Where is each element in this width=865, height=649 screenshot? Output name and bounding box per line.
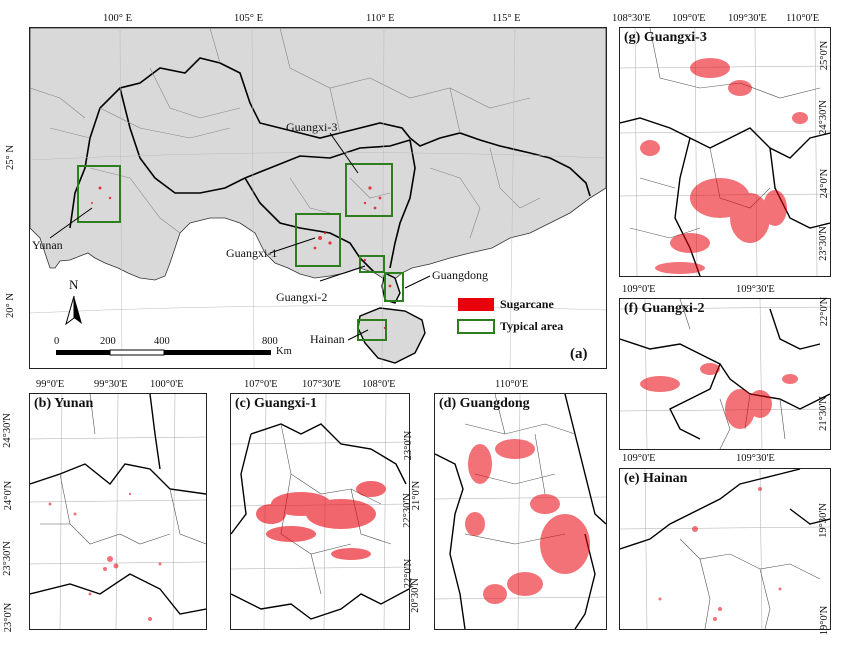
c-tick-y0: 23°0'N (403, 430, 415, 461)
tick-20n: 20° N (4, 293, 16, 318)
panel-d-title: (d) Guangdong (439, 396, 530, 411)
e-tick-x1: 109°30'E (736, 453, 775, 464)
panel-f-title: (f) Guangxi-2 (624, 301, 705, 316)
scale-unit: Km (276, 346, 292, 357)
e-tick-x0: 109°0'E (622, 453, 656, 464)
f-tick-y1: 21°30'N (817, 396, 829, 431)
north-label: N (69, 277, 79, 292)
box-guangdong (384, 272, 404, 302)
panel-a-label: (a) (570, 346, 588, 362)
tick-100e: 100° E (103, 13, 132, 24)
d-tick-y0: 21°0'N (411, 480, 423, 511)
f-tick-y0: 22°0'N (819, 296, 831, 327)
b-tick-x2: 100°0'E (150, 379, 184, 390)
scale-800: 800 (262, 336, 278, 347)
g-tick-y2: 24°0'N (819, 168, 831, 199)
scale-400: 400 (154, 336, 170, 347)
label-guangxi-1: Guangxi-1 (226, 246, 278, 260)
b-tick-y2: 23°30'N (1, 541, 13, 576)
panel-guangxi-2: (f) Guangxi-2 (619, 298, 831, 450)
main-map-panel: N Yunan Guangxi-1 Guangxi-2 Guangxi-3 Gu… (29, 27, 607, 369)
hainan-island (357, 307, 426, 364)
main-map-svg (30, 28, 606, 368)
e-tick-y0: 19°30'N (817, 503, 829, 538)
c-tick-x0: 107°0'E (244, 379, 278, 390)
china-land (30, 28, 606, 284)
e-tick-y1: 19°0'N (819, 605, 831, 636)
c-tick-x1: 107°30'E (302, 379, 341, 390)
g-tick-y1: 24°30'N (817, 100, 829, 135)
g-tick-y0: 25°0'N (819, 40, 831, 71)
tick-25n: 25° N (4, 145, 16, 170)
legend-typical-area-label: Typical area (500, 319, 564, 333)
tick-105e: 105° E (234, 13, 263, 24)
panel-guangxi-3: (g) Guangxi-3 (619, 27, 831, 277)
label-guangdong: Guangdong (432, 268, 488, 282)
label-guangxi-3: Guangxi-3 (286, 120, 338, 134)
panel-guangxi-1: (c) Guangxi-1 (230, 393, 410, 630)
d-tick-y1: 20°30'N (409, 578, 421, 613)
b-tick-y1: 24°0'N (3, 480, 15, 511)
label-yunan: Yunan (32, 238, 63, 252)
c-tick-x2: 108°0'E (362, 379, 396, 390)
scale-bar (56, 349, 271, 356)
leizhou-peninsula (381, 271, 401, 304)
g-tick-y3: 23°30'N (817, 226, 829, 261)
north-arrow (65, 295, 82, 326)
b-tick-x0: 99°0'E (36, 379, 65, 390)
label-hainan: Hainan (310, 332, 345, 346)
panel-hainan: (e) Hainan (619, 468, 831, 630)
scale-0: 0 (54, 336, 60, 347)
box-hainan (357, 319, 387, 341)
f-tick-x1: 109°30'E (736, 284, 775, 295)
box-guangxi-3 (345, 163, 393, 217)
legend-sugarcane-label: Sugarcane (500, 297, 554, 311)
b-tick-y3: 23°0'N (3, 602, 15, 633)
box-guangxi-2 (359, 255, 385, 273)
panel-g-title: (g) Guangxi-3 (624, 30, 707, 45)
g-tick-x1: 109°0'E (672, 13, 706, 24)
box-guangxi-1 (295, 213, 341, 267)
d-tick-x0: 110°0'E (495, 379, 529, 390)
b-tick-x1: 99°30'E (94, 379, 128, 390)
g-tick-x3: 110°0'E (786, 13, 820, 24)
box-yunan (77, 165, 121, 223)
g-tick-x0: 108°30'E (612, 13, 651, 24)
south-china-boundary (69, 57, 591, 229)
f-tick-x0: 109°0'E (622, 284, 656, 295)
b-tick-y0: 24°30'N (1, 413, 13, 448)
panel-yunan: (b) Yunan (29, 393, 207, 630)
panel-b-title: (b) Yunan (34, 396, 94, 411)
label-guangxi-2: Guangxi-2 (276, 290, 328, 304)
g-tick-x2: 109°30'E (728, 13, 767, 24)
panel-e-title: (e) Hainan (624, 471, 688, 486)
tick-115e: 115° E (492, 13, 521, 24)
scale-200: 200 (100, 336, 116, 347)
panel-guangdong: (d) Guangdong (434, 393, 607, 630)
tick-110e: 110° E (366, 13, 395, 24)
panel-c-title: (c) Guangxi-1 (235, 396, 318, 411)
